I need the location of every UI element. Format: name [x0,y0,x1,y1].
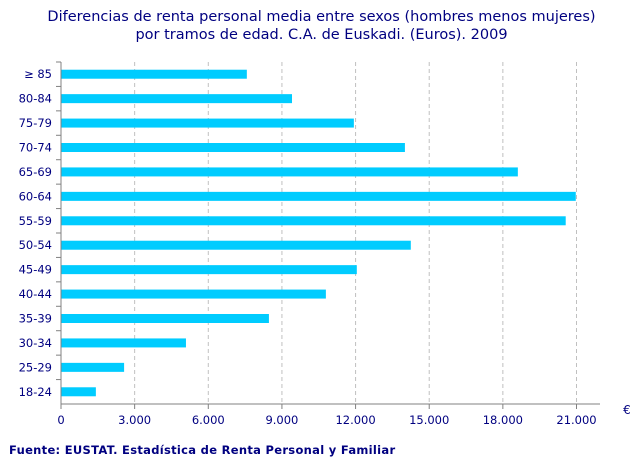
bar [61,240,411,250]
x-axis-unit-label: € [623,403,631,417]
x-tick-label: 18.000 [483,413,523,427]
source-note: Fuente: EUSTAT. Estadística de Renta Per… [9,443,396,457]
y-tick-label: 75-79 [19,116,52,130]
bar [61,69,247,79]
y-tick-label: 45-49 [19,263,52,277]
y-tick-label: 70-74 [19,141,52,155]
y-tick-label: 50-54 [19,238,52,252]
y-tick-label: 55-59 [19,214,52,228]
chart-title-line2: por tramos de edad. C.A. de Euskadi. (Eu… [135,27,508,43]
y-tick-label: 80-84 [19,92,52,106]
bar [61,118,354,128]
bar [61,362,125,372]
y-tick-label: ≥ 85 [24,67,52,81]
chart-title: Diferencias de renta personal media entr… [0,8,643,44]
bar [61,387,96,397]
x-tick-label: 3.000 [118,413,151,427]
y-tick-label: 35-39 [19,312,52,326]
bar [61,265,357,275]
y-tick-label: 18-24 [19,385,52,399]
chart-title-line1: Diferencias de renta personal media entr… [47,9,596,25]
y-tick-label: 65-69 [19,165,52,179]
x-tick-label: 12.000 [335,413,375,427]
y-tick-label: 30-34 [19,336,52,350]
x-tick-label: 15.000 [409,413,449,427]
x-tick-label: 0 [57,413,64,427]
y-tick-label: 60-64 [19,189,52,203]
bar [61,216,566,226]
bar [61,94,293,104]
bar [61,143,405,152]
bar [61,314,269,323]
y-tick-label: 40-44 [19,287,52,301]
x-tick-label: 6.000 [192,413,225,427]
bar [61,338,186,348]
y-tick-label: 25-29 [19,360,52,374]
x-tick-label: 9.000 [265,413,298,427]
x-tick-label: 21.000 [556,413,596,427]
bar [61,289,326,299]
bar [61,167,518,177]
bar [61,191,576,201]
